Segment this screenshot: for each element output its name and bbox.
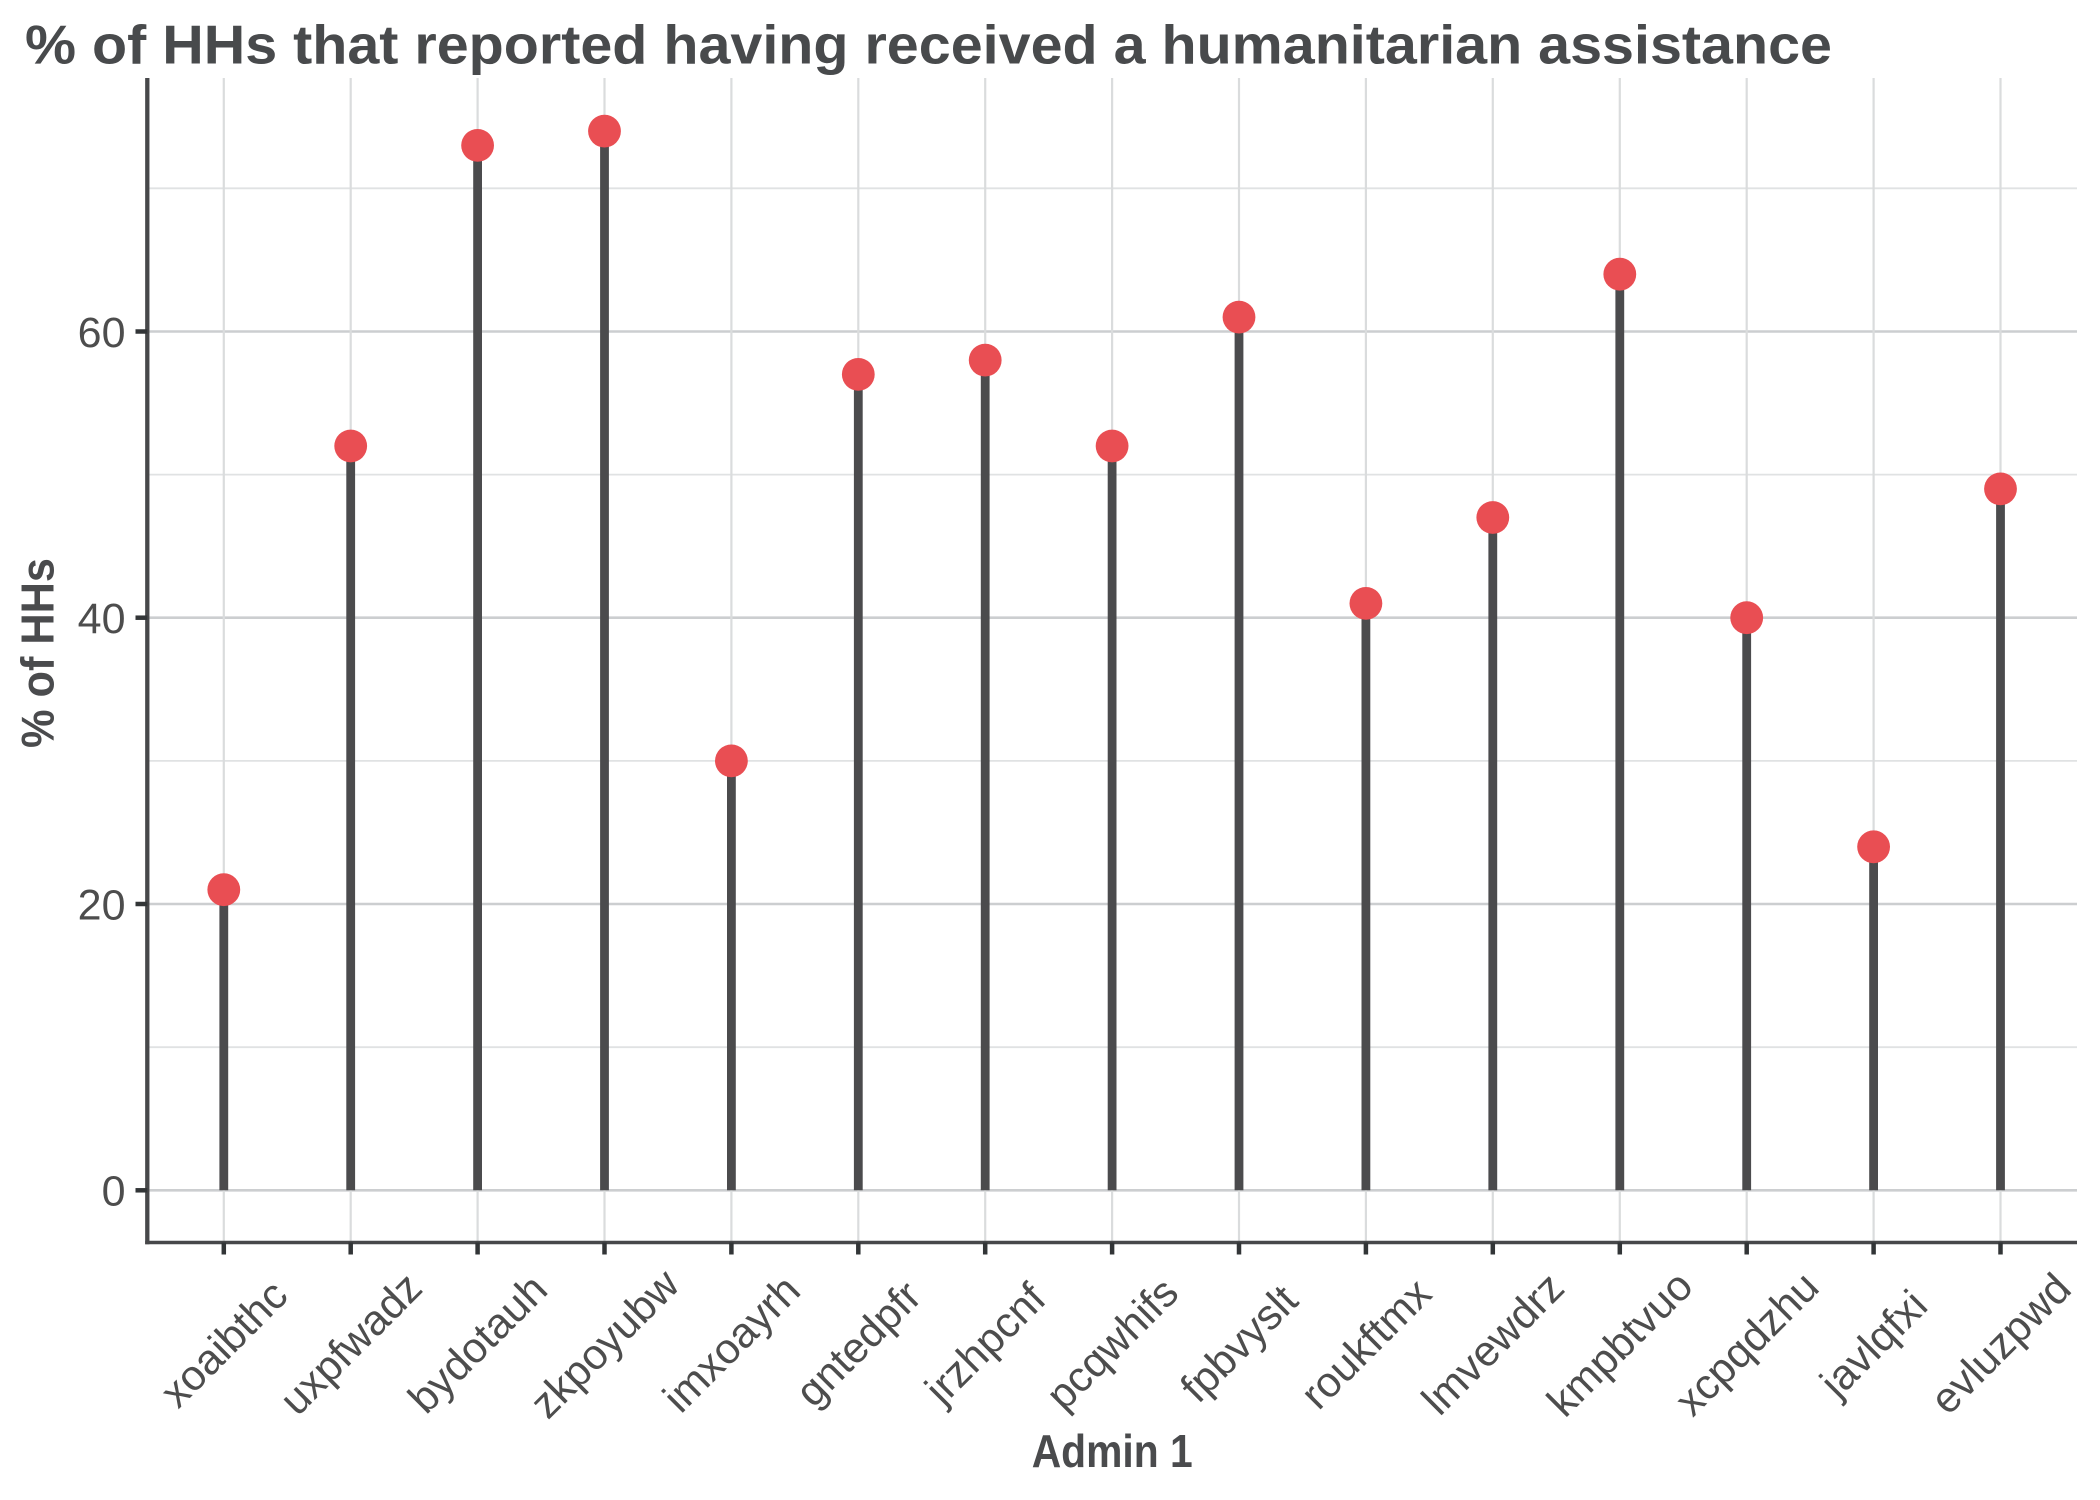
svg-text:% of HHs that reported having: % of HHs that reported having received a… [25,14,1832,76]
svg-text:0: 0 [102,1168,126,1216]
svg-text:60: 60 [78,309,126,357]
svg-text:Admin 1: Admin 1 [1032,1425,1193,1477]
svg-text:40: 40 [78,595,126,643]
svg-text:20: 20 [78,881,126,929]
svg-text:% of HHs: % of HHs [12,558,64,748]
